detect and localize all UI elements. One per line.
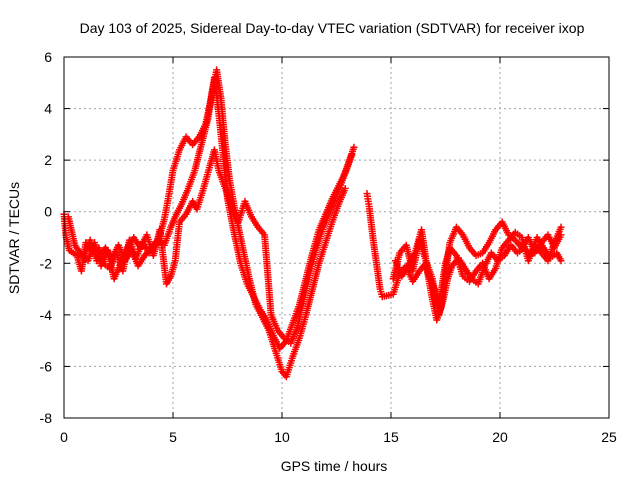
x-tick-label: 25 xyxy=(601,429,617,445)
x-tick-label: 0 xyxy=(60,429,68,445)
y-tick-label: -6 xyxy=(40,358,53,374)
y-tick-label: 4 xyxy=(44,101,52,117)
y-tick-label: -4 xyxy=(40,307,53,323)
data-point xyxy=(557,223,565,231)
y-tick-label: 2 xyxy=(44,152,52,168)
chart-title: Day 103 of 2025, Sidereal Day-to-day VTE… xyxy=(80,20,585,36)
data-point xyxy=(557,257,565,265)
y-tick-label: 6 xyxy=(44,49,52,65)
x-tick-label: 15 xyxy=(383,429,399,445)
data-point xyxy=(341,185,349,193)
plot-frame xyxy=(63,56,610,419)
grid xyxy=(64,57,609,418)
x-tick-label: 5 xyxy=(169,429,177,445)
x-tick-label: 10 xyxy=(274,429,290,445)
y-axis-label: SDTVAR / TECUs xyxy=(6,182,22,294)
y-tick-label: 0 xyxy=(44,204,52,220)
x-tick-label: 20 xyxy=(492,429,508,445)
y-tick-label: -8 xyxy=(40,410,53,426)
data-points xyxy=(60,66,565,381)
x-axis-label: GPS time / hours xyxy=(281,458,388,474)
y-tick-label: -2 xyxy=(40,255,53,271)
data-point xyxy=(350,143,358,151)
